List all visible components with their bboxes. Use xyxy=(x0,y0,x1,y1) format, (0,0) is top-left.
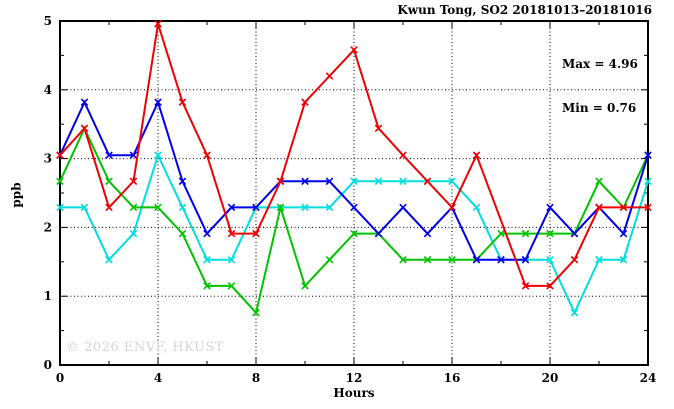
red-series-line xyxy=(59,23,648,287)
x-tick-label: 12 xyxy=(346,371,363,385)
x-tick-label: 4 xyxy=(154,371,162,385)
watermark: © 2026 ENVF, HKUST xyxy=(66,340,224,355)
x-tick-label: 24 xyxy=(640,371,657,385)
max-value-label: Max = 4.96 xyxy=(562,57,638,71)
plot-frame xyxy=(59,20,649,366)
max-min-annotation: Max = 4.96 Min = 0.76 xyxy=(562,28,638,144)
y-tick-label: 2 xyxy=(44,220,52,234)
y-tick-label: 0 xyxy=(44,358,52,372)
x-tick-label: 8 xyxy=(252,371,260,385)
x-axis-title: Hours xyxy=(333,386,375,400)
x-tick-label: 16 xyxy=(444,371,461,385)
chart-title: Kwun Tong, SO2 20181013–20181016 xyxy=(397,3,652,17)
red-series-markers xyxy=(56,20,652,290)
y-tick-label: 3 xyxy=(44,152,52,166)
x-tick-label: 0 xyxy=(56,371,64,385)
y-tick-label: 1 xyxy=(44,289,52,303)
y-tick-label: 5 xyxy=(44,14,52,28)
min-value-label: Min = 0.76 xyxy=(562,100,637,115)
x-tick-label: 20 xyxy=(542,371,559,385)
y-tick-label: 4 xyxy=(44,83,52,97)
